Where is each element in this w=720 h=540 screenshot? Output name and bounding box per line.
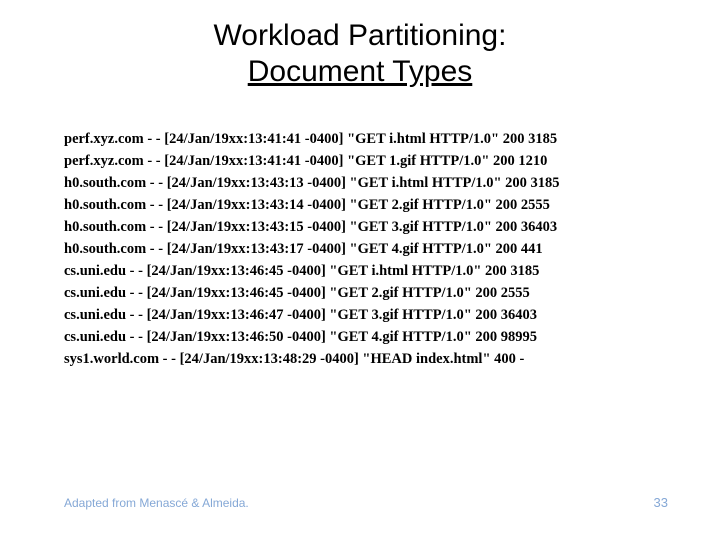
title-line-2: Document Types	[248, 55, 473, 88]
log-block: perf.xyz.com - - [24/Jan/19xx:13:41:41 -…	[64, 128, 674, 370]
log-line: perf.xyz.com - - [24/Jan/19xx:13:41:41 -…	[64, 128, 674, 150]
log-line: cs.uni.edu - - [24/Jan/19xx:13:46:45 -04…	[64, 282, 674, 304]
slide-title: Workload Partitioning: Document Types	[0, 18, 720, 90]
slide-number: 33	[654, 495, 668, 510]
log-line: h0.south.com - - [24/Jan/19xx:13:43:13 -…	[64, 172, 674, 194]
log-line: h0.south.com - - [24/Jan/19xx:13:43:17 -…	[64, 238, 674, 260]
title-line-1: Workload Partitioning:	[214, 19, 507, 52]
log-line: sys1.world.com - - [24/Jan/19xx:13:48:29…	[64, 348, 674, 370]
log-line: perf.xyz.com - - [24/Jan/19xx:13:41:41 -…	[64, 150, 674, 172]
log-line: cs.uni.edu - - [24/Jan/19xx:13:46:50 -04…	[64, 326, 674, 348]
log-line: cs.uni.edu - - [24/Jan/19xx:13:46:45 -04…	[64, 260, 674, 282]
log-line: h0.south.com - - [24/Jan/19xx:13:43:15 -…	[64, 216, 674, 238]
slide: Workload Partitioning: Document Types pe…	[0, 0, 720, 540]
log-line: cs.uni.edu - - [24/Jan/19xx:13:46:47 -04…	[64, 304, 674, 326]
log-line: h0.south.com - - [24/Jan/19xx:13:43:14 -…	[64, 194, 674, 216]
footer-attribution: Adapted from Menascé & Almeida.	[64, 496, 249, 510]
